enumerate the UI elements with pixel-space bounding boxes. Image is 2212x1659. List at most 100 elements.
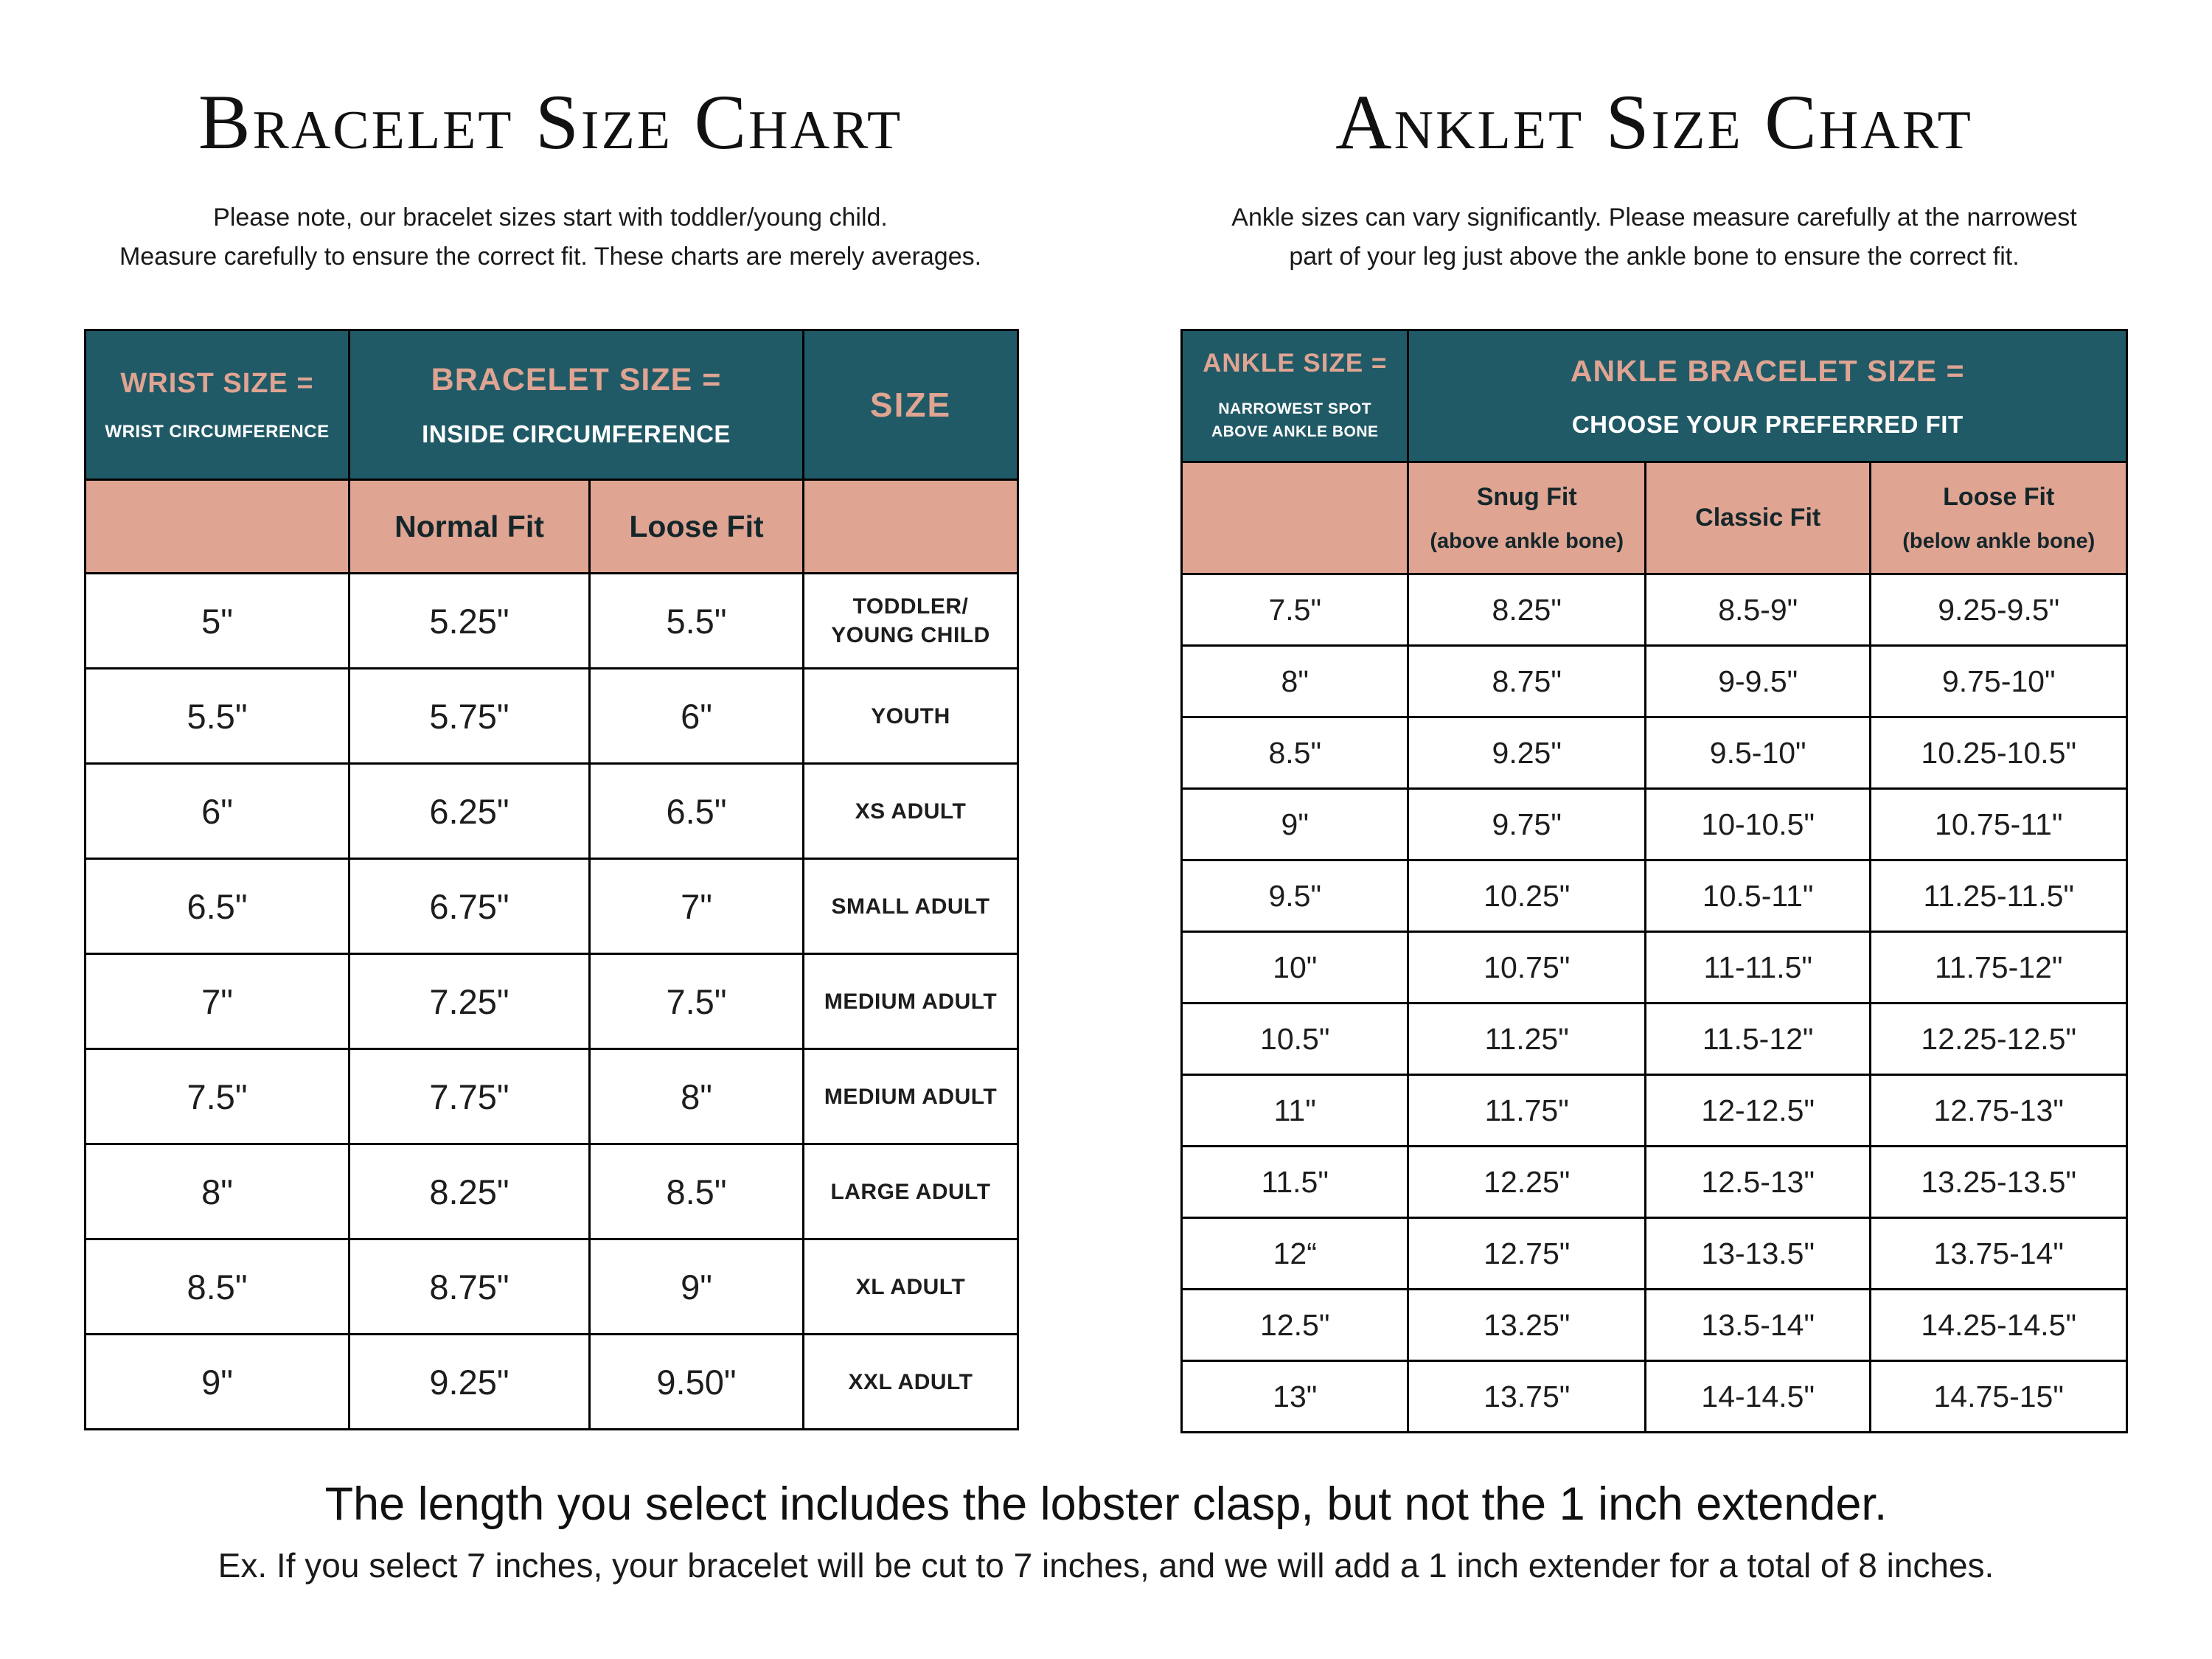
table-row: 12“ 12.75" 13-13.5" 13.75-14" [1180, 1217, 2128, 1291]
anklet-table-body: 7.5" 8.25" 8.5-9" 9.25-9.5" 8" 8.75" 9-9.5" 9.7… [1180, 573, 2128, 1434]
table-cell: 9" [1180, 787, 1410, 862]
empty-cell [1180, 461, 1410, 576]
loose-fit-header: Loose Fit (below ankle bone) [1869, 461, 2128, 576]
table-cell: 10" [1180, 931, 1410, 1005]
table-cell: 12-12.5" [1644, 1074, 1872, 1148]
table-cell: 8" [84, 1143, 350, 1241]
table-cell: 14-14.5" [1644, 1360, 1872, 1434]
table-cell: 9" [84, 1333, 350, 1431]
table-cell: 6.25" [348, 762, 591, 860]
wrist-size-header-title: WRIST SIZE = [120, 367, 314, 399]
size-header: SIZE [802, 329, 1020, 481]
table-cell: 5.5" [588, 572, 805, 670]
table-cell: 9-9.5" [1644, 644, 1872, 719]
table-row: 5" 5.25" 5.5" TODDLER/ YOUNG CHILD [84, 572, 1020, 670]
table-cell: 11" [1180, 1074, 1410, 1148]
table-cell: 5.5" [84, 667, 350, 765]
table-cell: 12“ [1180, 1217, 1410, 1291]
table-cell: 7" [588, 858, 805, 956]
table-row: 8" 8.25" 8.5" LARGE ADULT [84, 1143, 1020, 1241]
table-cell: 7.75" [348, 1048, 591, 1146]
bracelet-size-header: BRACELET SIZE = INSIDE CIRCUMFERENCE [347, 329, 805, 481]
ankle-bracelet-size-header-sub: CHOOSE YOUR PREFERRED FIT [1571, 410, 1964, 438]
table-cell: 13.25" [1407, 1288, 1646, 1363]
bracelet-size-header-sub: INSIDE CIRCUMFERENCE [422, 420, 731, 448]
table-row: 5.5" 5.75" 6" YOUTH [84, 667, 1020, 765]
table-cell: LARGE ADULT [802, 1143, 1020, 1241]
table-cell: 9" [588, 1238, 805, 1336]
charts-container: Bracelet Size Chart Please note, our bra… [84, 77, 2128, 1434]
table-cell: 10.75" [1407, 931, 1646, 1005]
table-cell: 5.75" [348, 667, 591, 765]
table-cell: 12.25-12.5" [1869, 1002, 2128, 1077]
snug-fit-header: Snug Fit (above ankle bone) [1407, 461, 1646, 576]
table-cell: 11.25" [1407, 1002, 1646, 1077]
clasp-note: The length you select includes the lobst… [324, 1478, 1888, 1531]
bracelet-size-table: WRIST SIZE = WRIST CIRCUMFERENCE BRACELE… [84, 329, 1020, 1431]
table-cell: 14.25-14.5" [1869, 1288, 2128, 1363]
ankle-size-header-sub: NARROWEST SPOT ABOVE ANKLE BONE [1211, 400, 1379, 441]
table-cell: 11.25-11.5" [1869, 859, 2128, 933]
classic-fit-header: Classic Fit [1644, 461, 1872, 576]
table-cell: 13" [1180, 1360, 1410, 1434]
table-cell: 11-11.5" [1644, 931, 1872, 1005]
classic-fit-header-title: Classic Fit [1695, 504, 1821, 532]
footer-notes: The length you select includes the lobst… [0, 1478, 2212, 1585]
table-row: 8.5" 8.75" 9" XL ADULT [84, 1238, 1020, 1336]
normal-fit-header: Normal Fit [348, 479, 591, 575]
table-cell: 13-13.5" [1644, 1217, 1872, 1291]
table-cell: 7.5" [84, 1048, 350, 1146]
table-row: 8" 8.75" 9-9.5" 9.75-10" [1180, 644, 2128, 719]
table-cell: 8.25" [348, 1143, 591, 1241]
table-cell: 9.25" [1407, 716, 1646, 790]
table-cell: 8" [588, 1048, 805, 1146]
table-cell: 6.75" [348, 858, 591, 956]
table-cell: 9.25" [348, 1333, 591, 1431]
table-cell: 12.5" [1180, 1288, 1410, 1363]
anklet-fit-header-row: Snug Fit (above ankle bone) Classic Fit … [1180, 461, 2128, 576]
table-row: 7.5" 7.75" 8" MEDIUM ADULT [84, 1048, 1020, 1146]
wrist-size-header-sub: WRIST CIRCUMFERENCE [105, 421, 330, 442]
table-cell: XXL ADULT [802, 1333, 1020, 1431]
table-cell: 8.75" [348, 1238, 591, 1336]
table-cell: 8.75" [1407, 644, 1646, 719]
table-cell: 9.75" [1407, 787, 1646, 862]
table-cell: 9.75-10" [1869, 644, 2128, 719]
table-row: 6.5" 6.75" 7" SMALL ADULT [84, 858, 1020, 956]
table-cell: 13.75" [1407, 1360, 1646, 1434]
table-cell: 12.5-13" [1644, 1145, 1872, 1220]
table-row: 9" 9.25" 9.50" XXL ADULT [84, 1333, 1020, 1431]
snug-fit-header-title: Snug Fit [1476, 482, 1577, 511]
table-cell: 11.75-12" [1869, 931, 2128, 1005]
table-row: 8.5" 9.25" 9.5-10" 10.25-10.5" [1180, 716, 2128, 790]
bracelet-fit-header-row: Normal Fit Loose Fit [84, 479, 1020, 575]
loose-fit-header-sub: (below ankle bone) [1902, 529, 2096, 553]
table-cell: 9.50" [588, 1333, 805, 1431]
table-row: 12.5" 13.25" 13.5-14" 14.25-14.5" [1180, 1288, 2128, 1363]
table-cell: 13.75-14" [1869, 1217, 2128, 1291]
ankle-bracelet-size-header-title: ANKLE BRACELET SIZE = [1570, 353, 1965, 388]
table-cell: 9.5" [1180, 859, 1410, 933]
table-cell: 13.5-14" [1644, 1288, 1872, 1363]
table-cell: 9.5-10" [1644, 716, 1872, 790]
bracelet-table-header-row: WRIST SIZE = WRIST CIRCUMFERENCE BRACELE… [84, 329, 1020, 481]
table-cell: TODDLER/ YOUNG CHILD [802, 572, 1020, 670]
table-cell: 6.5" [84, 858, 350, 956]
table-cell: 8" [1180, 644, 1410, 719]
bracelet-size-header-title: BRACELET SIZE = [431, 361, 722, 397]
table-cell: 10.75-11" [1869, 787, 2128, 862]
table-cell: 12.75" [1407, 1217, 1646, 1291]
table-cell: 12.25" [1407, 1145, 1646, 1220]
anklet-chart-section: Anklet Size Chart Ankle sizes can vary s… [1180, 77, 2128, 1434]
table-cell: 8.5" [84, 1238, 350, 1336]
bracelet-title: Bracelet Size Chart [198, 79, 903, 165]
table-cell: 10.5" [1180, 1002, 1410, 1077]
table-cell: 11.75" [1407, 1074, 1646, 1148]
table-cell: 9.25-9.5" [1869, 573, 2128, 647]
snug-fit-header-sub: (above ankle bone) [1430, 529, 1624, 553]
table-cell: 8.5-9" [1644, 573, 1872, 647]
empty-cell [84, 479, 350, 575]
bracelet-subtitle: Please note, our bracelet sizes start wi… [119, 204, 982, 271]
table-row: 9" 9.75" 10-10.5" 10.75-11" [1180, 787, 2128, 862]
table-cell: XS ADULT [802, 762, 1020, 860]
